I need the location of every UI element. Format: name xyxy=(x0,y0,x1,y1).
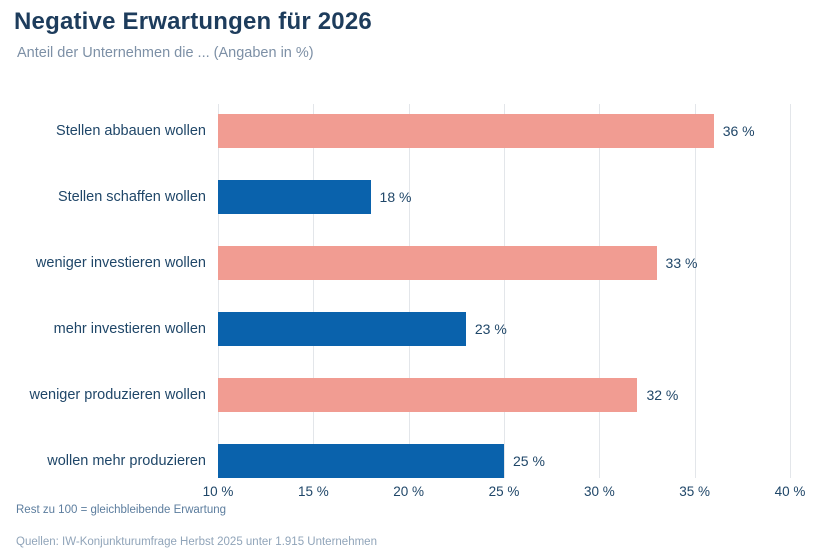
gridline xyxy=(599,104,601,478)
x-tick-label: 15 % xyxy=(297,484,329,499)
gridline xyxy=(408,104,410,478)
bar xyxy=(218,378,638,412)
bar xyxy=(218,246,657,280)
bar-row: weniger produzieren wollen 32 % xyxy=(29,362,790,428)
bar-row: weniger investieren wollen 33 % xyxy=(36,230,790,296)
value-label: 32 % xyxy=(646,387,679,403)
bar-chart-plot: Stellen abbauen wollen 36 % Stellen schaff… xyxy=(29,98,805,499)
x-axis: 10 % 15 % 20 % 25 % 30 % 35 % 40 % xyxy=(203,484,806,504)
gridline xyxy=(504,104,505,478)
bar xyxy=(218,114,714,148)
gridline xyxy=(218,104,219,478)
x-tick-label: 30 % xyxy=(583,484,615,499)
value-label: 23 % xyxy=(474,321,507,337)
bar xyxy=(218,312,466,346)
value-label: 18 % xyxy=(379,189,412,205)
x-tick-label: 25 % xyxy=(488,484,520,499)
value-label: 33 % xyxy=(665,255,698,271)
category-label: mehr investieren wollen xyxy=(53,321,206,337)
bar xyxy=(218,180,371,214)
footnote: Rest zu 100 = gleichbleibende Erwartung xyxy=(16,504,227,516)
x-tick-label: 20 % xyxy=(393,484,425,499)
bar-row: Stellen abbauen wollen 36 % xyxy=(56,98,790,164)
value-label: 25 % xyxy=(513,453,545,469)
gridline xyxy=(790,104,791,478)
x-tick-label: 40 % xyxy=(774,484,806,499)
gridline xyxy=(313,104,315,478)
chart-subtitle: Anteil der Unternehmen die ... (Angaben … xyxy=(17,45,314,61)
value-label: 36 % xyxy=(722,123,755,139)
chart-title: Negative Erwartungen für 2026 xyxy=(14,8,372,35)
category-label: wollen mehr produzieren xyxy=(47,453,206,469)
bar xyxy=(218,444,504,478)
source-note: Quellen: IW-Konjunkturumfrage Herbst 202… xyxy=(16,536,377,548)
category-label: weniger investieren wollen xyxy=(35,255,206,271)
bar-row: wollen mehr produzieren 25 % xyxy=(47,428,790,494)
gridline xyxy=(694,104,696,478)
category-label: Stellen abbauen wollen xyxy=(56,123,206,139)
category-label: weniger produzieren wollen xyxy=(29,387,206,403)
bar-row: Stellen schaffen wollen 18 % xyxy=(58,164,790,230)
x-tick-label: 35 % xyxy=(679,484,711,499)
category-label: Stellen schaffen wollen xyxy=(57,189,206,205)
x-tick-label: 10 % xyxy=(202,484,234,499)
bar-row: mehr investieren wollen 23 % xyxy=(54,296,790,362)
